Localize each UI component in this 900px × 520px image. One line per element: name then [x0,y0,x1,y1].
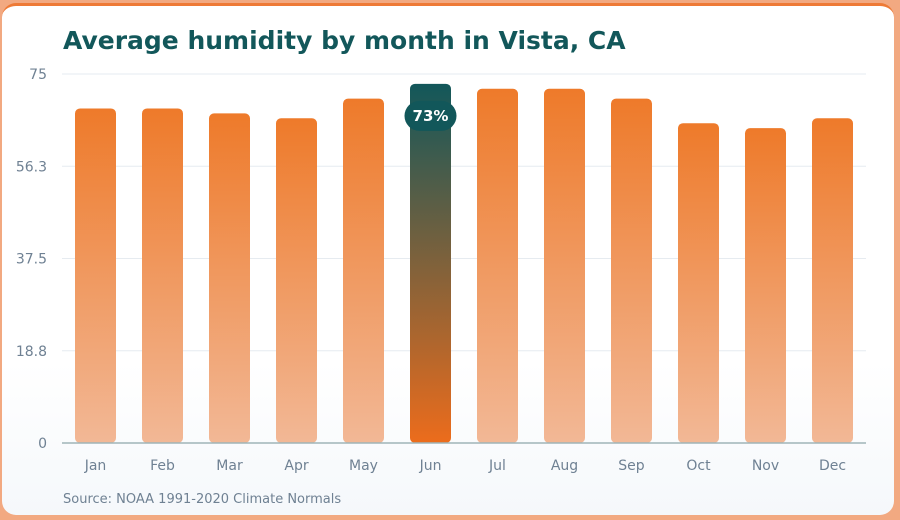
grid-lines [62,73,866,352]
bar-apr [276,118,317,443]
x-tick-label: Mar [216,458,243,474]
y-tick-label: 56.3 [16,159,47,175]
y-axis: 0 18.8 37.5 56.3 75 [16,67,47,452]
chart-source: Source: NOAA 1991-2020 Climate Normals [63,492,342,507]
x-tick-label: Nov [752,458,779,474]
x-axis: Jan Feb Mar Apr May Jun Jul Aug Sep Oct Nov Dec [84,458,846,474]
x-tick-label: Feb [150,458,175,474]
y-tick-label: 75 [29,67,47,83]
x-tick-label: Jul [488,458,506,474]
bar-dec [812,118,853,443]
bar-jan [75,108,116,443]
y-tick-label: 0 [38,436,47,452]
x-tick-label: May [349,458,378,474]
x-tick-label: Jan [84,458,107,474]
bar-nov [745,128,786,443]
x-tick-label: Jun [419,458,442,474]
x-tick-label: Apr [284,458,308,474]
highlight-data-label: 73% [413,107,449,125]
bar-feb [142,108,183,443]
bar-aug [544,88,585,443]
x-tick-label: Sep [618,458,645,474]
bar-mar [209,113,250,444]
chart-title: Average humidity by month in Vista, CA [63,26,626,55]
highlight-badge: 73% [404,100,457,131]
bar-jul [477,88,518,443]
y-tick-label: 37.5 [16,252,47,268]
bar-sep [611,98,652,443]
x-tick-label: Dec [819,458,846,474]
highlight-badge-bg [404,100,457,131]
x-tick-label: Aug [551,458,578,474]
bar-jun [410,83,451,443]
x-tick-label: Oct [686,458,711,474]
y-tick-label: 18.8 [16,344,47,360]
bars [75,83,853,444]
bar-may [343,98,384,443]
bar-oct [678,123,719,443]
